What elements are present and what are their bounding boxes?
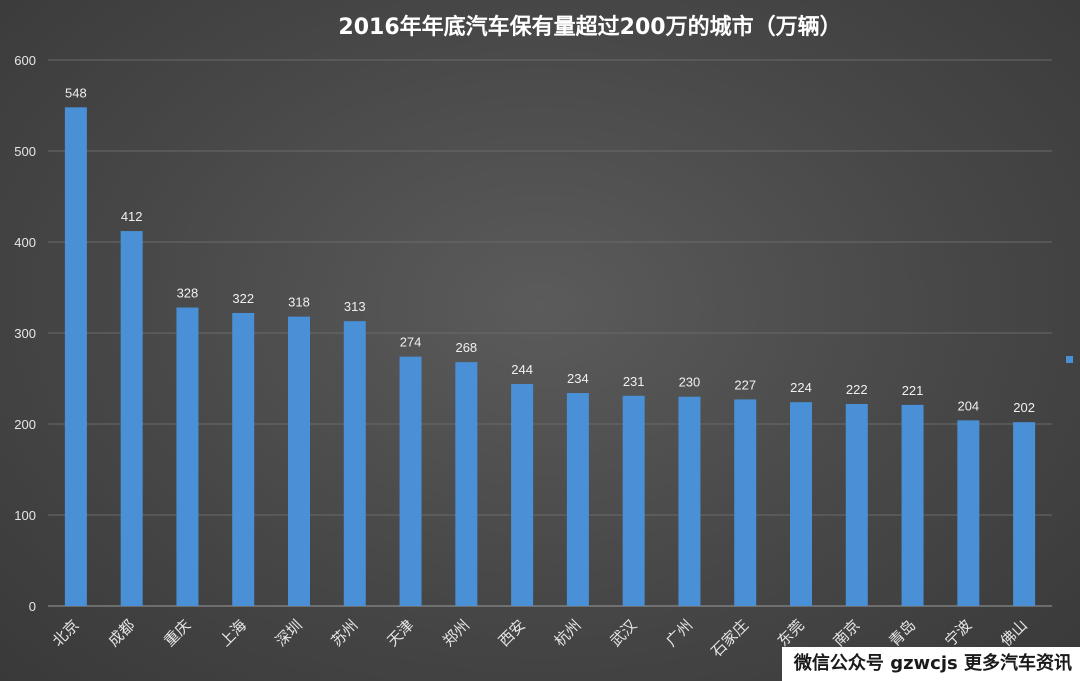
- bar: [120, 231, 143, 606]
- x-tick-label: 上海: [216, 616, 250, 650]
- x-tick-label: 西安: [495, 616, 529, 650]
- bar: [845, 403, 868, 606]
- x-tick-label: 北京: [49, 616, 83, 650]
- data-label: 318: [288, 295, 310, 310]
- data-label: 222: [846, 382, 868, 397]
- bar: [957, 420, 980, 606]
- x-tick-label: 天津: [383, 616, 417, 650]
- data-label: 221: [902, 383, 924, 398]
- data-label: 231: [623, 374, 645, 389]
- watermark: 微信公众号 gzwcjs 更多汽车资讯: [781, 647, 1080, 681]
- data-label: 313: [344, 299, 366, 314]
- bar: [1013, 422, 1036, 606]
- x-tick-label: 东莞: [774, 616, 808, 650]
- x-tick-label: 南京: [830, 616, 864, 650]
- y-tick-label: 400: [14, 235, 36, 250]
- data-label: 548: [65, 85, 87, 100]
- bar: [622, 395, 645, 606]
- gridlines: [48, 59, 1052, 607]
- y-tick-label: 100: [14, 508, 36, 523]
- bar: [455, 362, 478, 606]
- data-label: 224: [790, 380, 812, 395]
- y-tick-label: 0: [29, 599, 36, 614]
- data-label: 322: [232, 291, 254, 306]
- bar: [566, 393, 589, 606]
- bar: [790, 402, 812, 606]
- x-tick-label: 青岛: [885, 616, 919, 650]
- x-tick-label: 武汉: [607, 616, 641, 650]
- x-tick-label: 佛山: [997, 616, 1031, 650]
- x-tick-label: 宁波: [941, 616, 975, 650]
- bar: [343, 321, 366, 606]
- data-label: 230: [679, 375, 701, 390]
- bar: [399, 356, 422, 606]
- x-tick-label: 深圳: [272, 616, 306, 650]
- y-axis-ticks: 0 100 200 300 400 500 600: [14, 53, 36, 614]
- bar: [288, 316, 310, 606]
- data-label: 244: [511, 362, 533, 377]
- y-tick-label: 600: [14, 53, 36, 68]
- data-label: 328: [177, 286, 199, 301]
- bar: [678, 396, 701, 606]
- x-tick-label: 广州: [662, 616, 696, 650]
- x-tick-label: 苏州: [328, 616, 362, 650]
- x-tick-label: 重庆: [160, 616, 194, 650]
- x-tick-label: 杭州: [551, 616, 585, 650]
- x-tick-label: 郑州: [439, 616, 473, 650]
- legend-marker: [1066, 356, 1073, 363]
- data-label: 412: [121, 209, 143, 224]
- bar: [176, 307, 199, 606]
- y-tick-label: 200: [14, 417, 36, 432]
- bar: [232, 312, 255, 606]
- data-label: 268: [455, 340, 477, 355]
- data-label: 227: [734, 377, 756, 392]
- data-label: 234: [567, 371, 589, 386]
- data-labels: 548 412 328 322 318 313 274 268 244 234 231 230 227 2…: [65, 85, 1035, 415]
- bar: [64, 107, 87, 606]
- y-tick-label: 500: [14, 144, 36, 159]
- y-tick-label: 300: [14, 326, 36, 341]
- data-label: 274: [400, 335, 422, 350]
- x-tick-label: 成都: [105, 616, 139, 650]
- x-tick-label: 石家庄: [707, 616, 752, 661]
- bar: [901, 404, 924, 606]
- bar: [734, 399, 757, 606]
- bars: [64, 107, 1036, 606]
- data-label: 204: [957, 398, 979, 413]
- bar: [511, 383, 534, 606]
- data-label: 202: [1013, 400, 1035, 415]
- chart-title: 2016年年底汽车保有量超过200万的城市（万辆）: [338, 14, 841, 40]
